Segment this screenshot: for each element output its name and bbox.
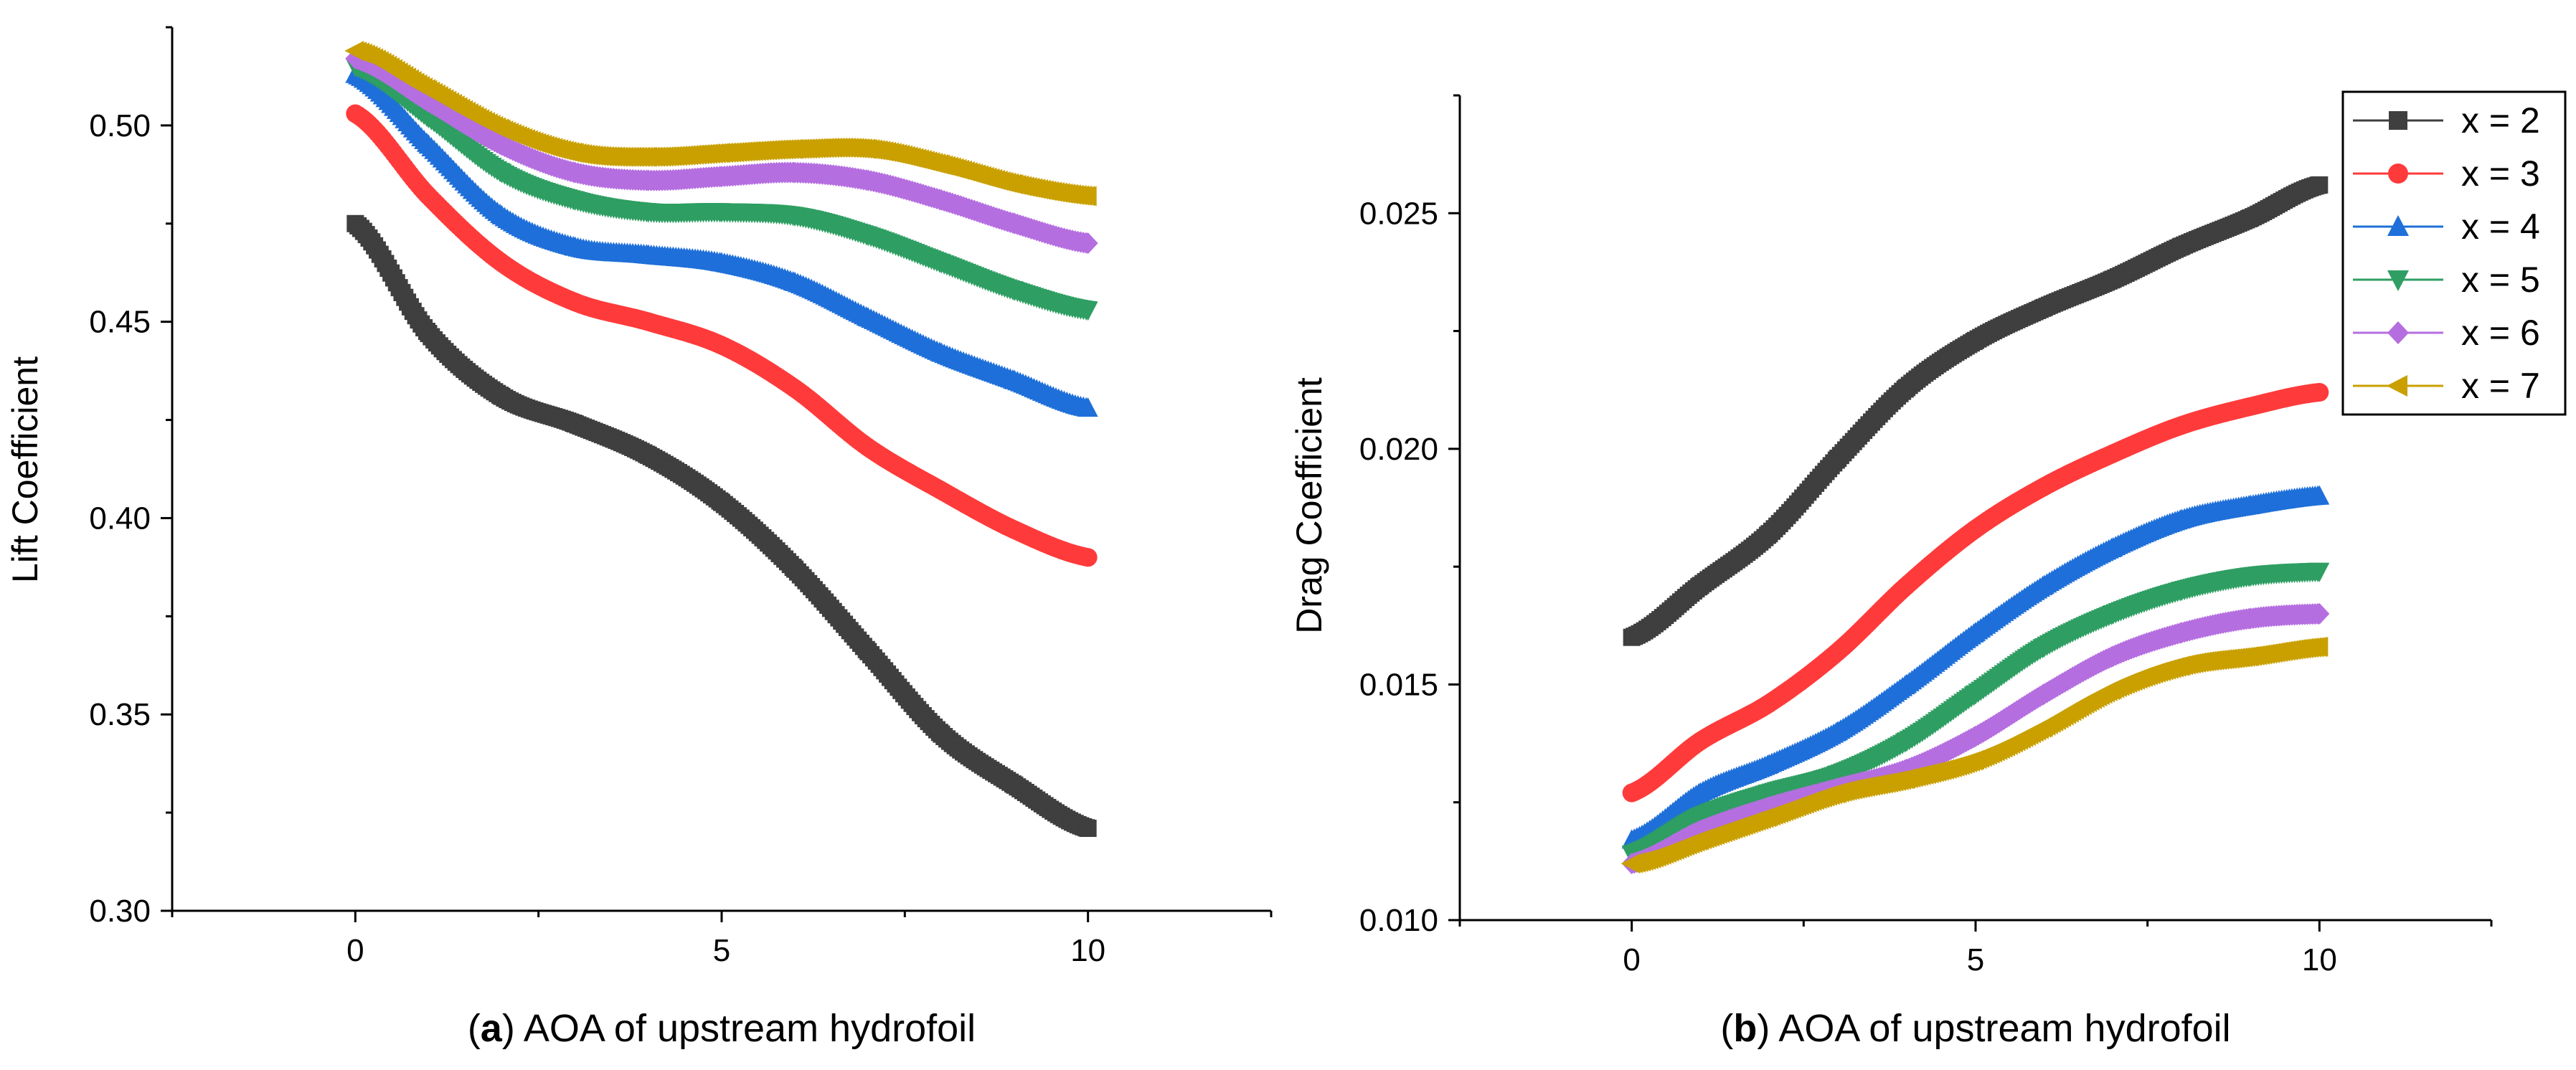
lift-chart-panel: 0.30 0.35 0.40 0.45 0.50 0 5 10 Lift Coefficient… [5, 26, 1273, 1050]
series-x=5 [345, 57, 1098, 321]
legend-label: x = 5 [2461, 260, 2540, 300]
caption-paren-close: ) [502, 1007, 524, 1050]
y-tick-label: 0.015 [1359, 667, 1438, 702]
x-axis-caption: (b) AOA of upstream hydrofoil [1720, 1007, 2230, 1050]
x-tick-label: 10 [1070, 933, 1105, 968]
x-axis-label: AOA of upstream hydrofoil [524, 1007, 976, 1050]
series-x=3 [1622, 383, 2329, 802]
legend: x = 2 x = 3 x = 4 x = 5 x = 6 x = 7 [2341, 90, 2567, 416]
caption-paren-open: ( [468, 1007, 481, 1050]
x-tick-label: 5 [713, 933, 730, 968]
series-marker [2309, 485, 2330, 505]
series-marker [1077, 397, 1098, 417]
legend-label: x = 7 [2461, 366, 2540, 406]
series-x=2 [1623, 176, 2329, 646]
x-axis-caption: (a) AOA of upstream hydrofoil [468, 1007, 976, 1050]
panel-letter: b [1733, 1007, 1757, 1050]
series-x=4 [345, 63, 1098, 417]
caption-paren-close: ) [1757, 1007, 1778, 1050]
legend-label: x = 6 [2461, 313, 2540, 353]
legend-label: x = 4 [2461, 207, 2540, 247]
x-tick-label: 0 [1623, 942, 1640, 977]
y-tick-label: 0.025 [1359, 196, 1438, 231]
x-tick-label: 5 [1967, 942, 1984, 977]
series-x=5 [1621, 562, 2330, 865]
legend-marker [2387, 375, 2407, 397]
series-marker [2309, 602, 2330, 625]
y-tick-label: 0.45 [89, 305, 151, 340]
series-x=7 [344, 40, 1097, 207]
series-marker [1077, 186, 1097, 207]
y-tick-label: 0.020 [1359, 432, 1438, 467]
x-tick-label: 0 [346, 933, 364, 968]
series-marker [2309, 562, 2330, 582]
series-marker [1079, 820, 1097, 838]
series-marker [2311, 176, 2329, 194]
y-tick-label: 0.40 [89, 501, 151, 536]
y-tick-label: 0.010 [1359, 903, 1438, 938]
drag-chart-panel: 0.010 0.015 0.020 0.025 0 5 10 Drag Coefficient… [1289, 90, 2567, 1050]
y-tick-label: 0.30 [89, 894, 151, 929]
series-x=4 [1621, 485, 2330, 849]
legend-label: x = 2 [2461, 100, 2540, 141]
series-marker [1077, 301, 1098, 321]
x-tick-label: 10 [2302, 942, 2337, 977]
legend-box [2341, 90, 2567, 416]
y-axis-label: Lift Coefficient [5, 356, 45, 583]
y-axis-label: Drag Coefficient [1289, 377, 1329, 634]
y-tick-label: 0.35 [89, 697, 151, 732]
series-x=7 [1620, 636, 2329, 874]
legend-marker [2387, 215, 2409, 236]
series-x=6 [345, 47, 1098, 255]
series-marker [1077, 232, 1098, 255]
legend-label: x = 3 [2461, 153, 2540, 194]
legend-marker [2387, 270, 2409, 291]
y-tick-label: 0.50 [89, 108, 151, 143]
series-x=2 [346, 214, 1097, 838]
series-x=3 [346, 104, 1098, 567]
series-marker [2310, 383, 2329, 402]
caption-paren-open: ( [1720, 1007, 1733, 1050]
x-axis-label: AOA of upstream hydrofoil [1778, 1007, 2230, 1050]
series-marker [2308, 636, 2329, 657]
series-marker [1078, 548, 1098, 567]
panel-letter: a [481, 1007, 503, 1050]
legend-marker [2388, 164, 2408, 184]
legend-marker [2387, 321, 2409, 344]
legend-marker [2389, 111, 2407, 130]
